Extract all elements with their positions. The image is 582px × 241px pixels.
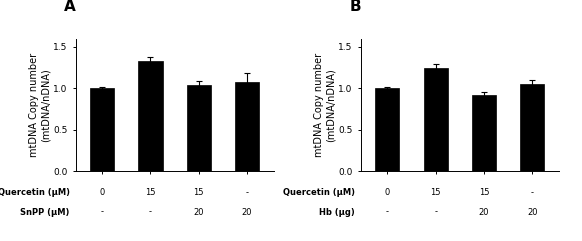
Bar (424, 68, 448, 171)
Y-axis label: mtDNA Copy number
(mtDNA/nDNA): mtDNA Copy number (mtDNA/nDNA) (314, 53, 335, 157)
Text: -: - (246, 188, 249, 197)
Text: 15: 15 (431, 188, 441, 197)
Text: Hb (μg): Hb (μg) (320, 208, 355, 217)
Text: 0: 0 (385, 188, 390, 197)
Bar (187, 85, 211, 171)
Bar (520, 84, 544, 171)
Text: 20: 20 (242, 208, 252, 217)
Text: Quercetin (μM): Quercetin (μM) (0, 188, 70, 197)
Y-axis label: mtDNA Copy number
(mtDNA/nDNA): mtDNA Copy number (mtDNA/nDNA) (29, 53, 50, 157)
Text: 20: 20 (193, 208, 204, 217)
Text: 20: 20 (478, 208, 489, 217)
Bar (375, 88, 399, 171)
Text: Quercetin (μM): Quercetin (μM) (283, 188, 355, 197)
Text: -: - (386, 208, 389, 217)
Text: 15: 15 (146, 188, 156, 197)
Text: 20: 20 (527, 208, 537, 217)
Text: -: - (149, 208, 152, 217)
Text: 15: 15 (478, 188, 489, 197)
Text: SnPP (μM): SnPP (μM) (20, 208, 70, 217)
Bar (90, 88, 114, 171)
Bar (235, 82, 259, 171)
Bar (472, 95, 496, 171)
Text: 0: 0 (100, 188, 105, 197)
Text: -: - (101, 208, 104, 217)
Text: -: - (531, 188, 534, 197)
Text: -: - (434, 208, 437, 217)
Text: A: A (64, 0, 76, 14)
Text: B: B (349, 0, 361, 14)
Bar (139, 61, 162, 171)
Text: 15: 15 (193, 188, 204, 197)
